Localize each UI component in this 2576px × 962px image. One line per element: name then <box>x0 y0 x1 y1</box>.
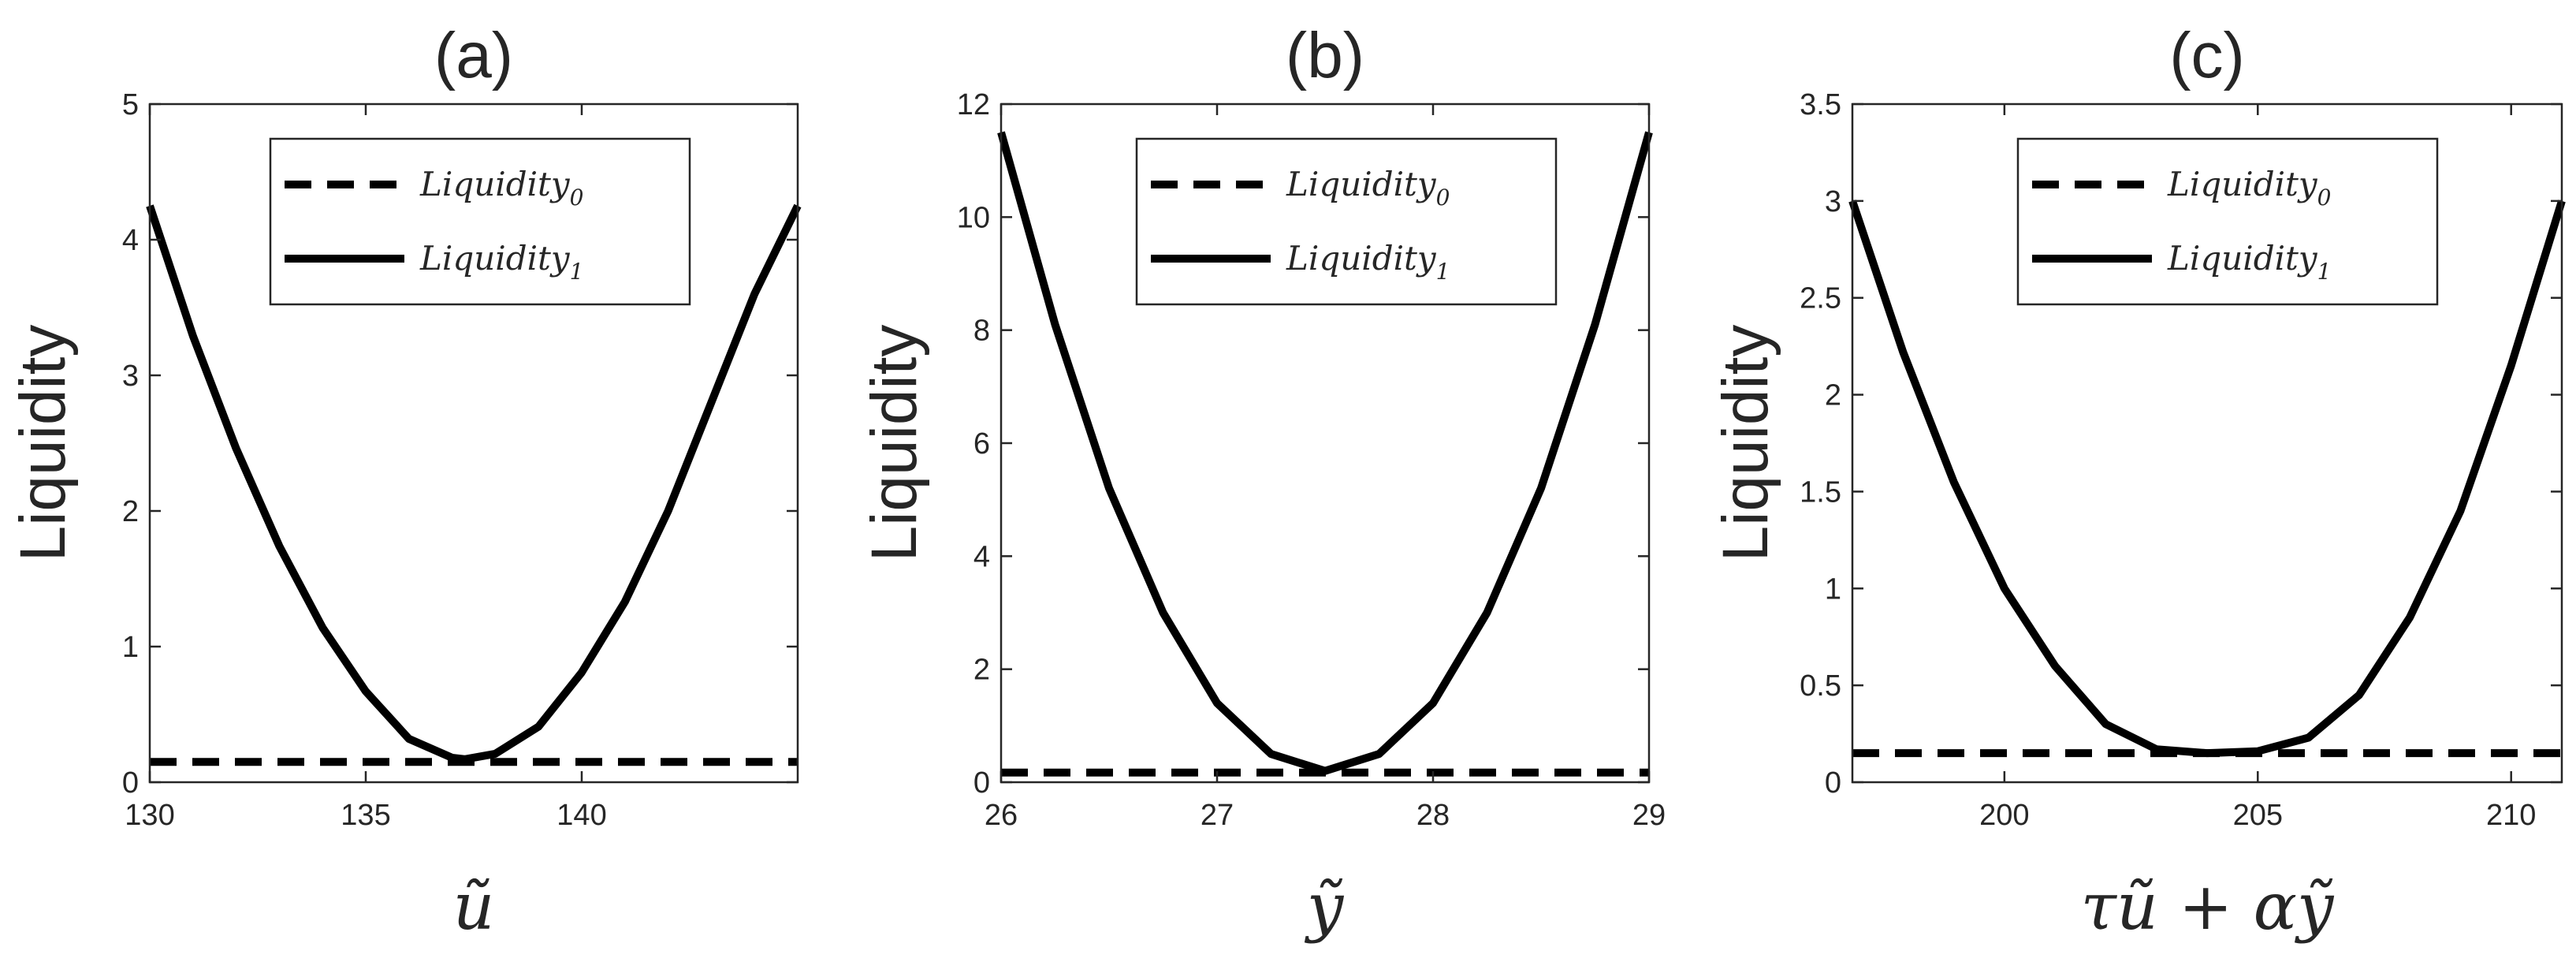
y-tick-label: 0 <box>122 766 139 800</box>
x-axis-label: τũ + αỹ <box>2081 870 2335 945</box>
legend-label: Liquidity0 <box>2167 165 2331 211</box>
y-tick-label: 0 <box>1825 766 1841 800</box>
y-axis-label: Liquidity <box>858 325 930 562</box>
y-tick-label: 0 <box>973 766 990 800</box>
legend-label: Liquidity1 <box>1286 239 1450 285</box>
y-tick-label: 5 <box>122 88 139 121</box>
legend-box <box>1135 137 1558 306</box>
y-tick-label: 3 <box>1825 185 1841 218</box>
series-line-solid <box>146 203 802 763</box>
x-tick-label: 29 <box>1632 799 1666 832</box>
x-tick-label: 27 <box>1201 799 1234 832</box>
y-tick-label: 4 <box>973 540 990 573</box>
panel-2: 200 205 210 0 0.5 1 1.5 2 2.5 3 3.5 (c) Liquidity τũ … <box>1710 20 2566 945</box>
y-tick-label: 2 <box>973 654 990 687</box>
x-tick-label: 205 <box>2233 799 2283 832</box>
legend-label: Liquidity1 <box>2167 239 2331 285</box>
legend-label: Liquidity0 <box>1286 165 1450 211</box>
series-line-solid <box>1848 199 2566 758</box>
x-tick-label: 140 <box>557 799 606 832</box>
x-tick-label: 28 <box>1416 799 1450 832</box>
y-tick-label: 4 <box>122 224 139 257</box>
x-axis-label: ũ <box>453 870 495 945</box>
y-tick-label: 1 <box>122 631 139 664</box>
y-tick-label: 6 <box>973 427 990 460</box>
x-tick-label: 135 <box>341 799 390 832</box>
panel-0: 130 135 140 0 1 2 3 4 5 (a) Liquidity ũ Liquidity0 Li… <box>7 20 802 945</box>
chart-title: (a) <box>434 20 513 91</box>
y-tick-label: 3 <box>122 360 139 393</box>
y-tick-label: 12 <box>957 88 990 121</box>
x-tick-label: 200 <box>1979 799 2029 832</box>
y-tick-label: 8 <box>973 315 990 348</box>
x-tick-label: 130 <box>125 799 174 832</box>
legend-box <box>2016 137 2439 306</box>
axes-frame <box>148 103 799 784</box>
axes-frame <box>1851 103 2563 784</box>
y-tick-label: 10 <box>957 201 990 234</box>
x-tick-label: 26 <box>985 799 1018 832</box>
legend-box <box>269 137 691 306</box>
series-line-solid <box>997 131 1653 775</box>
legend-label: Liquidity1 <box>419 239 583 285</box>
chart-title: (c) <box>2169 20 2245 91</box>
y-tick-label: 1 <box>1825 572 1841 606</box>
x-tick-label: 210 <box>2486 799 2536 832</box>
y-tick-label: 2 <box>122 495 139 528</box>
panel-1: 26 27 28 29 0 2 4 6 8 10 12 (b) Liquidity ỹ Liquidity0… <box>858 20 1666 945</box>
y-axis-label: Liquidity <box>7 325 79 562</box>
y-tick-label: 2.5 <box>1800 282 1841 315</box>
y-tick-label: 0.5 <box>1800 669 1841 703</box>
y-axis-label: Liquidity <box>1710 325 1781 562</box>
y-tick-label: 3.5 <box>1800 88 1841 121</box>
y-tick-label: 2 <box>1825 379 1841 412</box>
y-tick-label: 1.5 <box>1800 475 1841 509</box>
x-axis-label: ỹ <box>1305 870 1345 945</box>
chart-title: (b) <box>1286 20 1364 91</box>
legend-label: Liquidity0 <box>419 165 583 211</box>
